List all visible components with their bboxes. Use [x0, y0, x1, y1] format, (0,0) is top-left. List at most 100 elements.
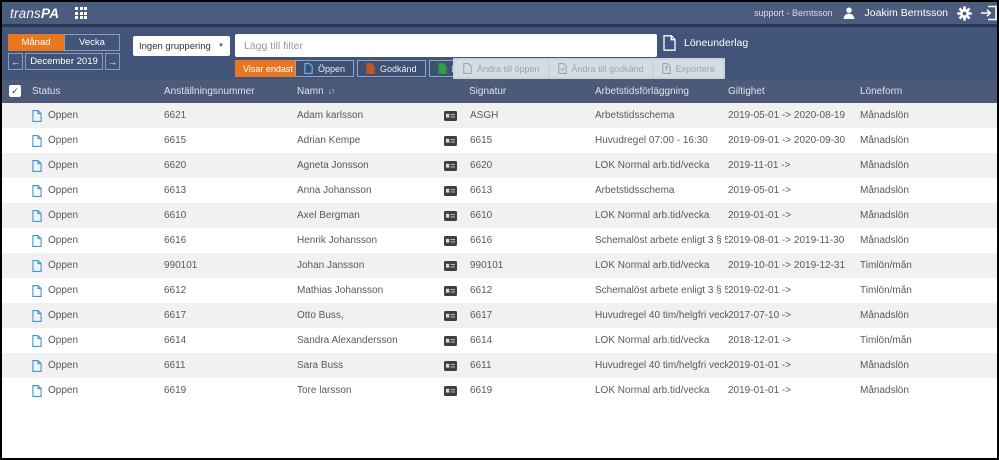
status-label: Öppen — [48, 260, 79, 271]
validity-cell: 2019-11-01 -> — [728, 160, 791, 171]
table-row[interactable]: Öppen 6617 Otto Buss, 6617 Huvudregel 40… — [2, 303, 997, 328]
status-label: Öppen — [48, 310, 79, 321]
table-row[interactable]: Öppen 6613 Anna Johansson 6613 Arbetstid… — [2, 178, 997, 203]
employment-number-cell: 6611 — [164, 360, 186, 371]
header-signature[interactable]: Signatur — [469, 85, 507, 97]
filter-open-button[interactable]: Öppen — [295, 60, 355, 77]
signature-cell: 6616 — [437, 235, 595, 246]
name-cell: Tore larsson — [297, 385, 352, 396]
top-separator — [2, 24, 997, 27]
month-tab[interactable]: Månad — [8, 34, 64, 51]
payform-cell: Månadslön — [860, 310, 909, 321]
period-label[interactable]: December 2019 — [25, 53, 103, 70]
table-row[interactable]: Öppen 6610 Axel Bergman 6610 LOK Normal … — [2, 203, 997, 228]
status-label: Öppen — [48, 160, 79, 171]
id-card-icon — [444, 285, 457, 296]
user-avatar-icon — [843, 7, 854, 19]
select-all-checkbox[interactable]: ✓ — [9, 85, 21, 97]
id-card-icon — [444, 210, 457, 221]
signature-cell: 6615 — [437, 135, 595, 146]
change-to-open-button[interactable]: Ändra till öppen — [455, 60, 548, 77]
logo-trans: trans — [10, 5, 42, 21]
top-bar: transPA support - Berntsson Joakim Bernt… — [2, 2, 997, 24]
signature-label: 6620 — [470, 160, 493, 171]
change-to-approved-button[interactable]: Ändra till godkänd — [549, 60, 652, 77]
id-card-icon — [444, 310, 457, 321]
id-card-icon — [444, 335, 457, 346]
table-row[interactable]: Öppen 6615 Adrian Kempe 6615 Huvudregel … — [2, 128, 997, 153]
filter-open-label: Öppen — [318, 63, 346, 74]
open-doc-icon — [463, 63, 472, 74]
bulk-action-buttons: Ändra till öppen Ändra till godkänd Expo… — [453, 58, 725, 79]
signature-label: 6612 — [470, 285, 493, 296]
table-row[interactable]: Öppen 6621 Adam karlsson ASGH Arbetstids… — [2, 103, 997, 128]
payform-cell: Månadslön — [860, 160, 909, 171]
next-period-button[interactable]: → — [105, 53, 120, 70]
export-button[interactable]: Exportera — [653, 60, 723, 77]
worktime-cell: Huvudregel 40 tim/helgfri vecka — [595, 360, 728, 371]
worktime-cell: LOK Normal arb.tid/vecka — [595, 385, 710, 396]
signature-cell: 6613 — [437, 185, 595, 196]
payform-cell: Timlön/mån — [860, 285, 912, 296]
validity-cell: 2019-01-01 -> — [728, 360, 792, 371]
validity-cell: 2019-08-01 -> 2019-11-30 — [728, 235, 845, 246]
employment-number-cell: 6619 — [164, 385, 187, 396]
validity-cell: 2019-02-01 -> — [728, 285, 792, 296]
table-row[interactable]: Öppen 6616 Henrik Johansson 6616 Schemal… — [2, 228, 997, 253]
payform-cell: Månadslön — [860, 210, 909, 221]
signature-label: 6616 — [470, 235, 493, 246]
grouping-select[interactable]: Ingen gruppering ▼ — [133, 36, 230, 56]
table-row[interactable]: Öppen 6619 Tore larsson 6619 LOK Normal … — [2, 378, 997, 403]
validity-cell: 2019-01-01 -> — [728, 385, 792, 396]
table-row[interactable]: Öppen 6614 Sandra Alexandersson 6614 LOK… — [2, 328, 997, 353]
id-card-icon — [444, 260, 457, 271]
worktime-cell: Schemalöst arbete enligt 3 § 5 mom B — [595, 285, 728, 296]
filter-approved-button[interactable]: Godkänd — [357, 60, 426, 77]
header-name[interactable]: Namn ↓↑ — [297, 86, 437, 97]
signature-cell: 6610 — [437, 210, 595, 221]
export-icon — [661, 63, 671, 74]
table-header: ✓ Status Anställningsnummer Namn ↓↑ Sign… — [2, 79, 997, 103]
status-cell: Öppen — [32, 109, 164, 122]
top-bar-right: support - Berntsson Joakim Berntsson — [754, 5, 997, 21]
id-card-icon — [444, 110, 457, 121]
settings-gear-icon[interactable] — [957, 5, 972, 21]
signature-cell: 6614 — [437, 335, 595, 346]
table-row[interactable]: Öppen 6620 Agneta Jonsson 6620 LOK Norma… — [2, 153, 997, 178]
header-validity[interactable]: Giltighet — [728, 85, 765, 97]
filter-approved-label: Godkänd — [380, 63, 417, 74]
header-worktime[interactable]: Arbetstidsförläggning — [595, 85, 689, 97]
employment-number-cell: 990101 — [164, 260, 198, 271]
header-employment-number[interactable]: Anställningsnummer — [164, 85, 255, 97]
sort-icon[interactable]: ↓↑ — [327, 86, 335, 96]
apps-grid-icon[interactable] — [75, 7, 88, 19]
header-status[interactable]: Status — [32, 85, 61, 97]
payroll-basis-link[interactable]: Löneunderlag — [663, 35, 748, 51]
payform-cell: Månadslön — [860, 235, 909, 246]
open-doc-icon — [32, 159, 42, 172]
id-card-icon — [444, 235, 457, 246]
table-row[interactable]: Öppen 990101 Johan Jansson 990101 LOK No… — [2, 253, 997, 278]
name-cell: Sandra Alexandersson — [297, 335, 398, 346]
signature-label: 990101 — [470, 260, 504, 271]
status-cell: Öppen — [32, 384, 164, 397]
id-card-icon — [444, 160, 457, 171]
payroll-basis-label: Löneunderlag — [684, 37, 749, 49]
header-payform[interactable]: Löneform — [860, 85, 903, 97]
status-cell: Öppen — [32, 134, 164, 147]
prev-period-button[interactable]: ← — [8, 53, 23, 70]
signature-cell: 990101 — [437, 260, 595, 271]
signature-cell: 6617 — [437, 310, 595, 321]
table-row[interactable]: Öppen 6611 Sara Buss 6611 Huvudregel 40 … — [2, 353, 997, 378]
payform-cell: Månadslön — [860, 185, 909, 196]
week-tab[interactable]: Vecka — [64, 34, 120, 51]
employment-number-cell: 6614 — [164, 335, 187, 346]
status-cell: Öppen — [32, 284, 164, 297]
name-cell: Adrian Kempe — [297, 135, 361, 146]
filter-input[interactable] — [235, 34, 657, 57]
logo-pa: PA — [41, 5, 60, 21]
table-row[interactable]: Öppen 6612 Mathias Johansson 6612 Schema… — [2, 278, 997, 303]
user-name[interactable]: Joakim Berntsson — [864, 7, 948, 19]
support-account-label: support - Berntsson — [754, 8, 833, 18]
logout-icon[interactable] — [981, 5, 998, 21]
